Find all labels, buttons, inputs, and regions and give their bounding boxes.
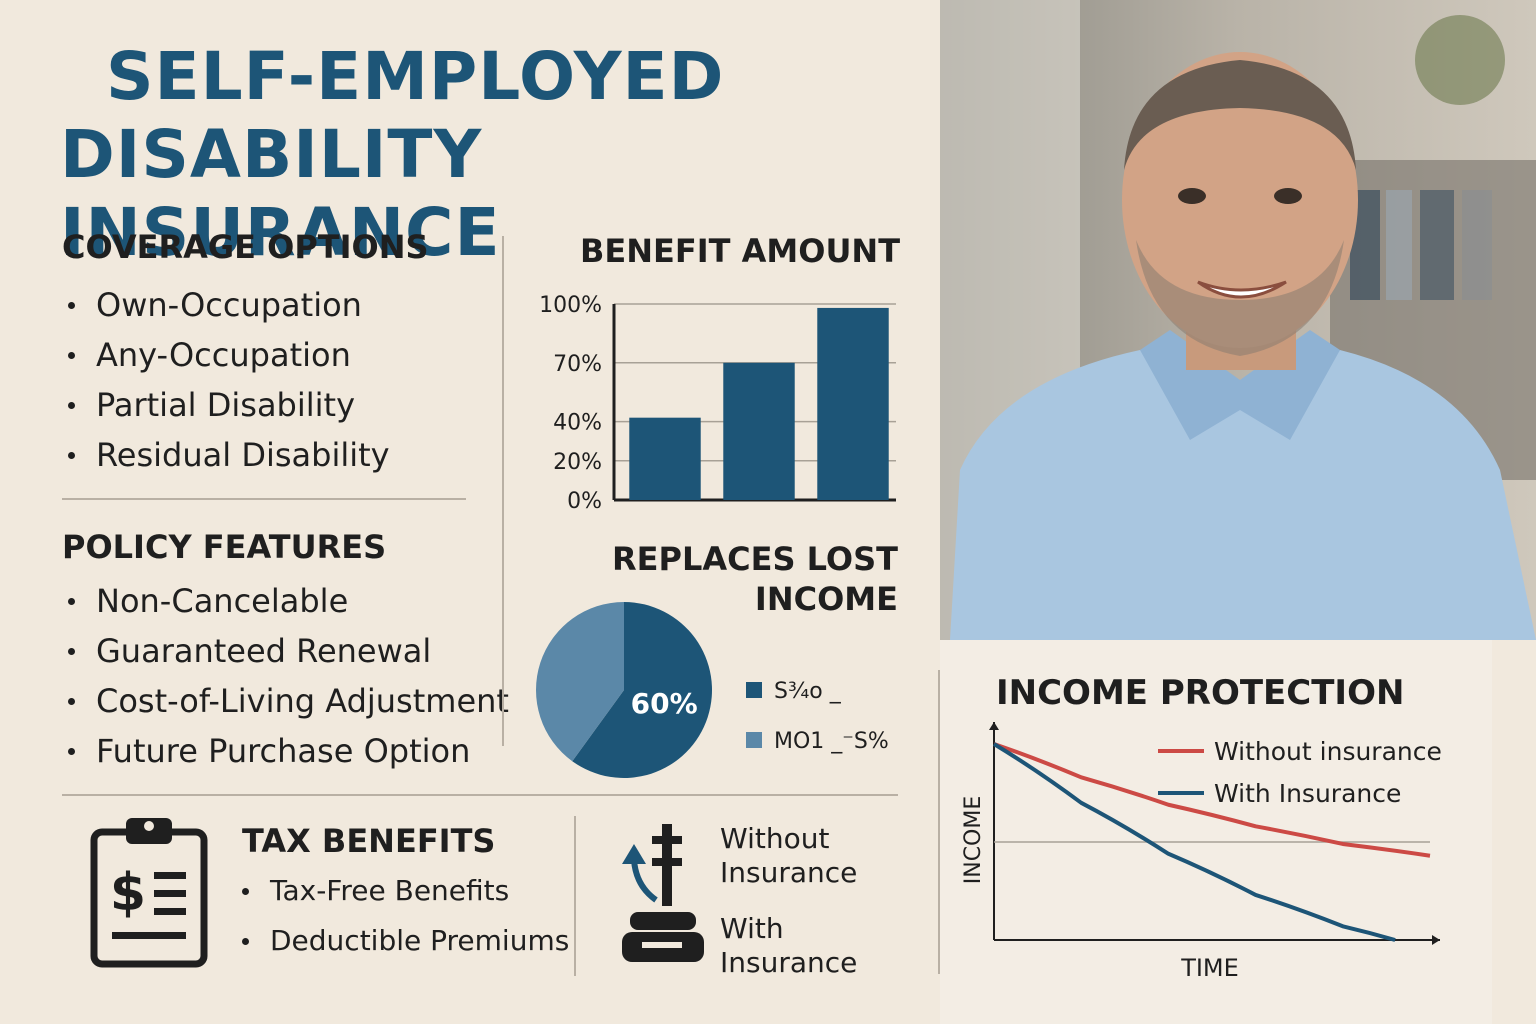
tick-label: 0% xyxy=(567,489,602,514)
list-item: Non-Cancelable xyxy=(62,576,509,626)
list-item: Tax-Free Benefits xyxy=(236,866,569,916)
legend-label: With Insurance xyxy=(1214,779,1401,808)
title-line-1: SELF-EMPLOYED xyxy=(106,38,725,115)
tick-label: 70% xyxy=(553,352,602,377)
list-item: Cost-of-Living Adjustment xyxy=(62,676,509,726)
scale-icon xyxy=(622,824,704,962)
policy-list: Non-Cancelable Guaranteed Renewal Cost-o… xyxy=(62,576,509,776)
smiling-man-photo xyxy=(940,0,1536,640)
coverage-list: Own-Occupation Any-Occupation Partial Di… xyxy=(62,280,390,480)
income-protection-line-chart: INCOME PROTECTION Without insurance With … xyxy=(961,673,1442,982)
list-item: Partial Disability xyxy=(62,380,390,430)
bar-chart-title: BENEFIT AMOUNT xyxy=(580,232,900,270)
svg-text:$: $ xyxy=(110,863,146,923)
list-item: Future Purchase Option xyxy=(62,726,509,776)
legend-label: Without insurance xyxy=(1214,737,1442,766)
tick-label: 20% xyxy=(553,450,602,475)
divider xyxy=(62,498,466,500)
y-axis-label: INCOME xyxy=(961,796,986,885)
title-line-2: DISABILITY INSURANCE xyxy=(60,116,501,271)
x-axis-arrow xyxy=(1432,935,1440,945)
series-line xyxy=(992,742,1396,942)
y-axis-arrow xyxy=(989,722,999,730)
line-chart-title: INCOME PROTECTION xyxy=(996,673,1404,713)
legend-swatch xyxy=(746,732,762,748)
tax-heading: TAX BENEFITS xyxy=(242,822,496,860)
benefit-bar-chart: BENEFIT AMOUNT 0% 20% 40% 70% 100% xyxy=(539,232,900,514)
tick-label: 40% xyxy=(553,411,602,436)
bar xyxy=(629,417,701,500)
pie-title-line-1: REPLACES LOST xyxy=(612,540,898,578)
list-item: Any-Occupation xyxy=(62,330,390,380)
divider xyxy=(62,794,898,796)
bar xyxy=(817,307,889,500)
pie-slice xyxy=(536,602,624,762)
divider xyxy=(502,236,504,746)
replaces-income-pie-chart: REPLACES LOST INCOME 60% S¾o _ MO1 _⁻S% xyxy=(536,540,898,778)
tax-list: Tax-Free Benefits Deductible Premiums xyxy=(236,866,569,966)
tick-label: 100% xyxy=(539,293,602,318)
pie-slice xyxy=(572,602,712,778)
clipboard-dollar-icon: $ xyxy=(90,818,208,968)
pie-title-line-2: INCOME xyxy=(755,580,898,618)
list-item: Deductible Premiums xyxy=(236,916,569,966)
without-insurance-label: Without Insurance xyxy=(720,822,858,889)
page-title: SELF-EMPLOYED DISABILITY INSURANCE xyxy=(60,38,930,272)
list-item: Own-Occupation xyxy=(62,280,390,330)
divider xyxy=(938,670,940,974)
legend-label: MO1 _⁻S% xyxy=(774,729,889,754)
list-item: Guaranteed Renewal xyxy=(62,626,509,676)
income-protection-panel xyxy=(940,640,1492,1024)
coverage-heading: COVERAGE OPTIONS xyxy=(62,228,429,266)
series-line xyxy=(993,742,1431,858)
pie-slice-label: 60% xyxy=(631,687,698,720)
with-insurance-label: With Insurance xyxy=(720,912,858,979)
policy-heading: POLICY FEATURES xyxy=(62,528,387,566)
list-item: Residual Disability xyxy=(62,430,390,480)
legend-label: S¾o _ xyxy=(774,679,842,704)
x-axis-label: TIME xyxy=(1180,954,1239,982)
legend-swatch xyxy=(746,682,762,698)
bar xyxy=(723,362,795,500)
divider xyxy=(574,816,576,976)
